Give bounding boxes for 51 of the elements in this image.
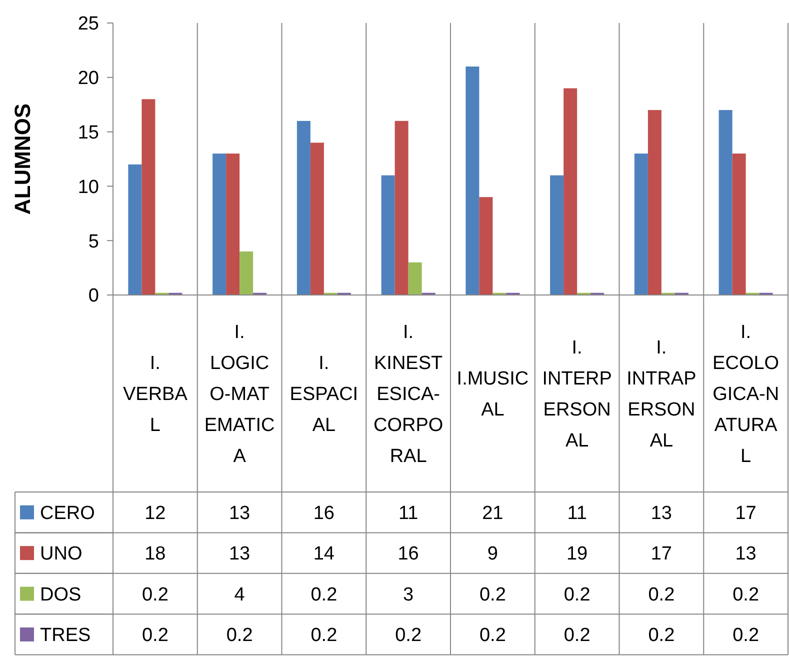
data-label: 14 (313, 544, 335, 565)
x-tick-label: I. KINESTESICA-CORPORAL (373, 322, 444, 468)
y-tick-label: 15 (78, 122, 99, 144)
y-tick-label: 5 (88, 231, 99, 252)
data-label: 13 (228, 503, 250, 524)
data-label: 19 (566, 544, 588, 565)
y-tick-label: 20 (78, 68, 99, 90)
data-label: 0.2 (732, 625, 760, 646)
data-label: 0.2 (479, 584, 506, 606)
x-tick-label: I. INTRAPERSONAL (626, 338, 696, 452)
data-label: 17 (735, 503, 756, 524)
data-label: 0.2 (564, 625, 590, 646)
data-label: 12 (144, 503, 166, 524)
data-label: 0.2 (310, 625, 338, 646)
data-label: 0.2 (648, 625, 675, 646)
data-label: 21 (482, 503, 504, 524)
data-label: 0.2 (142, 584, 168, 606)
data-label: 0.2 (564, 584, 590, 606)
y-axis-title: ALUMNOS (10, 103, 35, 215)
data-label: 16 (398, 544, 419, 565)
x-tick-label: I. VERBAL (122, 353, 188, 436)
data-label: 0.2 (226, 625, 253, 646)
data-label: 0.2 (479, 625, 506, 646)
data-label: 13 (735, 544, 756, 565)
x-tick-label: I.MUSICAL (456, 368, 529, 421)
y-tick-label: 25 (78, 14, 99, 35)
data-label: 0.2 (732, 584, 760, 606)
data-label: 18 (144, 544, 166, 565)
data-label: 3 (403, 584, 414, 606)
data-label: 0.2 (142, 625, 168, 646)
data-label: 0.2 (310, 584, 338, 606)
data-label: 11 (567, 503, 587, 524)
x-tick-label: I. INTERPERSONAL (542, 338, 612, 452)
legend-label: DOS (40, 584, 82, 606)
y-tick-label: 10 (78, 176, 99, 198)
data-label: 9 (487, 544, 498, 565)
data-label: 16 (313, 503, 335, 524)
data-label: 0.2 (395, 625, 422, 646)
legend-label: CERO (40, 503, 95, 524)
y-tick-label: 0 (88, 286, 99, 307)
x-tick-label: I. LOGICO-MATEMATICA (204, 322, 275, 468)
data-label: 17 (650, 544, 672, 565)
legend-label: TRES (40, 625, 91, 646)
data-label: 4 (234, 584, 246, 606)
legend-label: UNO (40, 544, 82, 565)
data-label: 11 (398, 503, 418, 524)
data-label: 13 (228, 544, 250, 565)
data-label: 0.2 (648, 584, 675, 606)
data-label: 13 (650, 503, 672, 524)
x-tick-label: I. ECOLOGICA-NATURAL (712, 322, 780, 468)
x-tick-label: I. ESPACIAL (290, 353, 358, 436)
